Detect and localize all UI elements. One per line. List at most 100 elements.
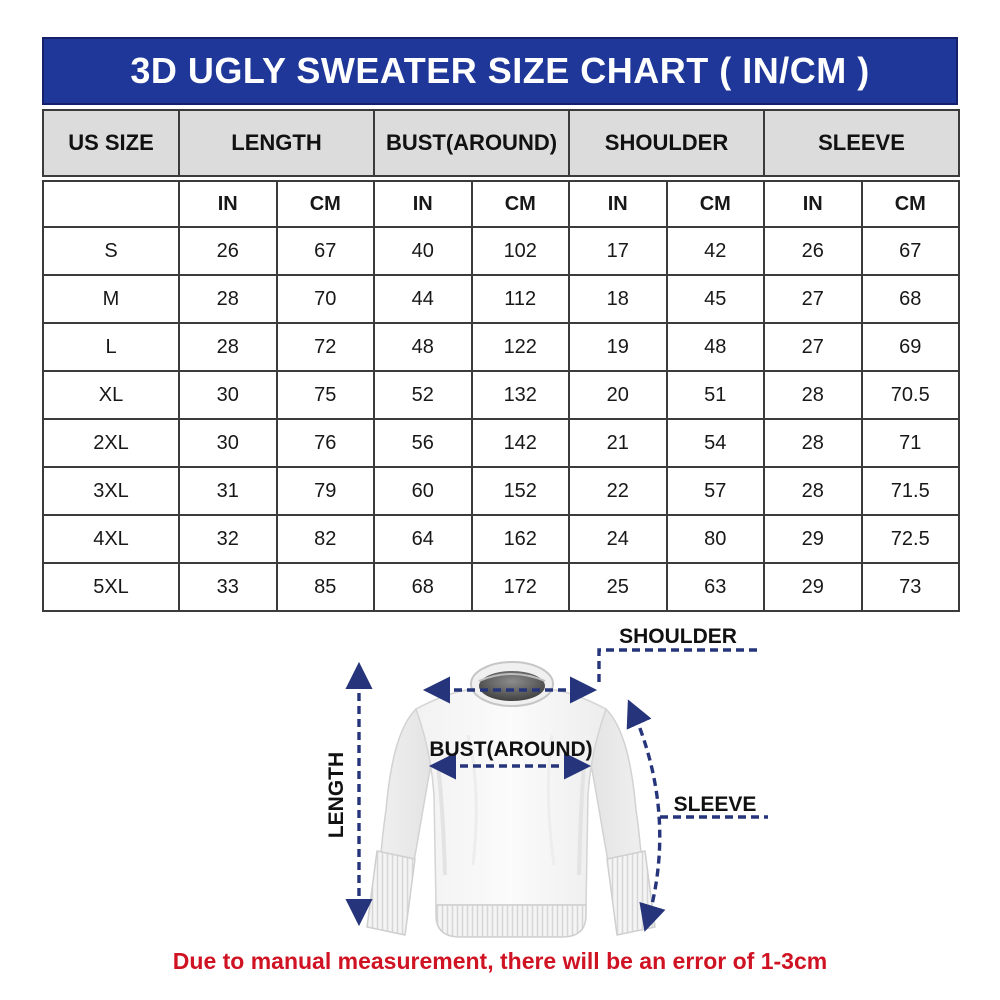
table-row: XL 30 75 52 132 20 51 28 70.5 bbox=[42, 370, 960, 420]
value-cell: 22 bbox=[568, 466, 668, 516]
value-cell: 172 bbox=[470, 562, 570, 612]
unit-header-cell: IN bbox=[178, 180, 278, 228]
table-row: M 28 70 44 112 18 45 27 68 bbox=[42, 274, 960, 324]
group-header-cell: LENGTH bbox=[178, 109, 375, 177]
size-cell: L bbox=[42, 322, 180, 372]
value-cell: 67 bbox=[860, 226, 960, 276]
unit-header-empty-cell bbox=[42, 180, 180, 228]
sweater-left-cuff bbox=[366, 850, 416, 936]
page-title: 3D UGLY SWEATER SIZE CHART ( IN/CM ) bbox=[130, 50, 870, 91]
value-cell: 17 bbox=[568, 226, 668, 276]
value-cell: 79 bbox=[275, 466, 375, 516]
size-cell: 3XL bbox=[42, 466, 180, 516]
title-banner: 3D UGLY SWEATER SIZE CHART ( IN/CM ) bbox=[42, 37, 958, 105]
value-cell: 27 bbox=[763, 322, 863, 372]
value-cell: 63 bbox=[665, 562, 765, 612]
table-row: 2XL 30 76 56 142 21 54 28 71 bbox=[42, 418, 960, 468]
unit-header-cell: IN bbox=[763, 180, 863, 228]
crease-line bbox=[546, 734, 556, 866]
value-cell: 69 bbox=[860, 322, 960, 372]
value-cell: 30 bbox=[178, 418, 278, 468]
table-row: 5XL 33 85 68 172 25 63 29 73 bbox=[42, 562, 960, 612]
group-header-table: US SIZE LENGTH BUST(AROUND) SHOULDER SLEEVE bbox=[42, 109, 960, 177]
table-row: 3XL 31 79 60 152 22 57 28 71.5 bbox=[42, 466, 960, 516]
value-cell: 26 bbox=[763, 226, 863, 276]
value-cell: 72 bbox=[275, 322, 375, 372]
table-row: 4XL 32 82 64 162 24 80 29 72.5 bbox=[42, 514, 960, 564]
value-cell: 33 bbox=[178, 562, 278, 612]
shoulder-label: SHOULDER bbox=[619, 625, 737, 648]
value-cell: 112 bbox=[470, 274, 570, 324]
crease-line bbox=[466, 734, 478, 866]
sweater-hem bbox=[435, 904, 587, 938]
value-cell: 132 bbox=[470, 370, 570, 420]
unit-header-cell: IN bbox=[373, 180, 473, 228]
value-cell: 70.5 bbox=[860, 370, 960, 420]
value-cell: 28 bbox=[763, 370, 863, 420]
value-cell: 54 bbox=[665, 418, 765, 468]
value-cell: 85 bbox=[275, 562, 375, 612]
size-cell: 2XL bbox=[42, 418, 180, 468]
value-cell: 60 bbox=[373, 466, 473, 516]
value-cell: 48 bbox=[665, 322, 765, 372]
value-cell: 142 bbox=[470, 418, 570, 468]
value-cell: 152 bbox=[470, 466, 570, 516]
value-cell: 56 bbox=[373, 418, 473, 468]
group-header-cell: BUST(AROUND) bbox=[373, 109, 570, 177]
group-header-cell: SLEEVE bbox=[763, 109, 960, 177]
table-row: L 28 72 48 122 19 48 27 69 bbox=[42, 322, 960, 372]
unit-header-row: IN CM IN CM IN CM IN CM bbox=[42, 180, 960, 228]
value-cell: 70 bbox=[275, 274, 375, 324]
value-cell: 24 bbox=[568, 514, 668, 564]
value-cell: 32 bbox=[178, 514, 278, 564]
size-cell: 4XL bbox=[42, 514, 180, 564]
group-header-row: US SIZE LENGTH BUST(AROUND) SHOULDER SLEEVE bbox=[42, 109, 960, 177]
value-cell: 19 bbox=[568, 322, 668, 372]
value-cell: 20 bbox=[568, 370, 668, 420]
value-cell: 29 bbox=[763, 562, 863, 612]
value-cell: 76 bbox=[275, 418, 375, 468]
value-cell: 64 bbox=[373, 514, 473, 564]
value-cell: 30 bbox=[178, 370, 278, 420]
size-table: IN CM IN CM IN CM IN CM S 26 67 40 102 17 42 26 67 M 28 70… bbox=[42, 180, 960, 612]
value-cell: 28 bbox=[763, 418, 863, 468]
table-row: S 26 67 40 102 17 42 26 67 bbox=[42, 226, 960, 276]
value-cell: 52 bbox=[373, 370, 473, 420]
value-cell: 68 bbox=[373, 562, 473, 612]
value-cell: 25 bbox=[568, 562, 668, 612]
value-cell: 71.5 bbox=[860, 466, 960, 516]
size-cell: M bbox=[42, 274, 180, 324]
shoulder-callout-line bbox=[597, 648, 757, 685]
group-header-cell: US SIZE bbox=[42, 109, 180, 177]
sweater-collar-opening bbox=[479, 671, 545, 701]
value-cell: 27 bbox=[763, 274, 863, 324]
group-header-cell: SHOULDER bbox=[568, 109, 765, 177]
size-cell: XL bbox=[42, 370, 180, 420]
length-label: LENGTH bbox=[325, 752, 348, 838]
value-cell: 102 bbox=[470, 226, 570, 276]
value-cell: 31 bbox=[178, 466, 278, 516]
sweater-illustration bbox=[366, 661, 656, 938]
value-cell: 48 bbox=[373, 322, 473, 372]
value-cell: 28 bbox=[763, 466, 863, 516]
value-cell: 28 bbox=[178, 322, 278, 372]
value-cell: 18 bbox=[568, 274, 668, 324]
value-cell: 45 bbox=[665, 274, 765, 324]
size-cell: 5XL bbox=[42, 562, 180, 612]
unit-header-cell: IN bbox=[568, 180, 668, 228]
value-cell: 40 bbox=[373, 226, 473, 276]
unit-header-cell: CM bbox=[470, 180, 570, 228]
sleeve-label: SLEEVE bbox=[674, 793, 757, 816]
value-cell: 28 bbox=[178, 274, 278, 324]
bust-label: BUST(AROUND) bbox=[429, 738, 592, 761]
value-cell: 162 bbox=[470, 514, 570, 564]
value-cell: 75 bbox=[275, 370, 375, 420]
value-cell: 82 bbox=[275, 514, 375, 564]
value-cell: 51 bbox=[665, 370, 765, 420]
value-cell: 57 bbox=[665, 466, 765, 516]
value-cell: 68 bbox=[860, 274, 960, 324]
value-cell: 67 bbox=[275, 226, 375, 276]
value-cell: 122 bbox=[470, 322, 570, 372]
unit-header-cell: CM bbox=[860, 180, 960, 228]
size-cell: S bbox=[42, 226, 180, 276]
